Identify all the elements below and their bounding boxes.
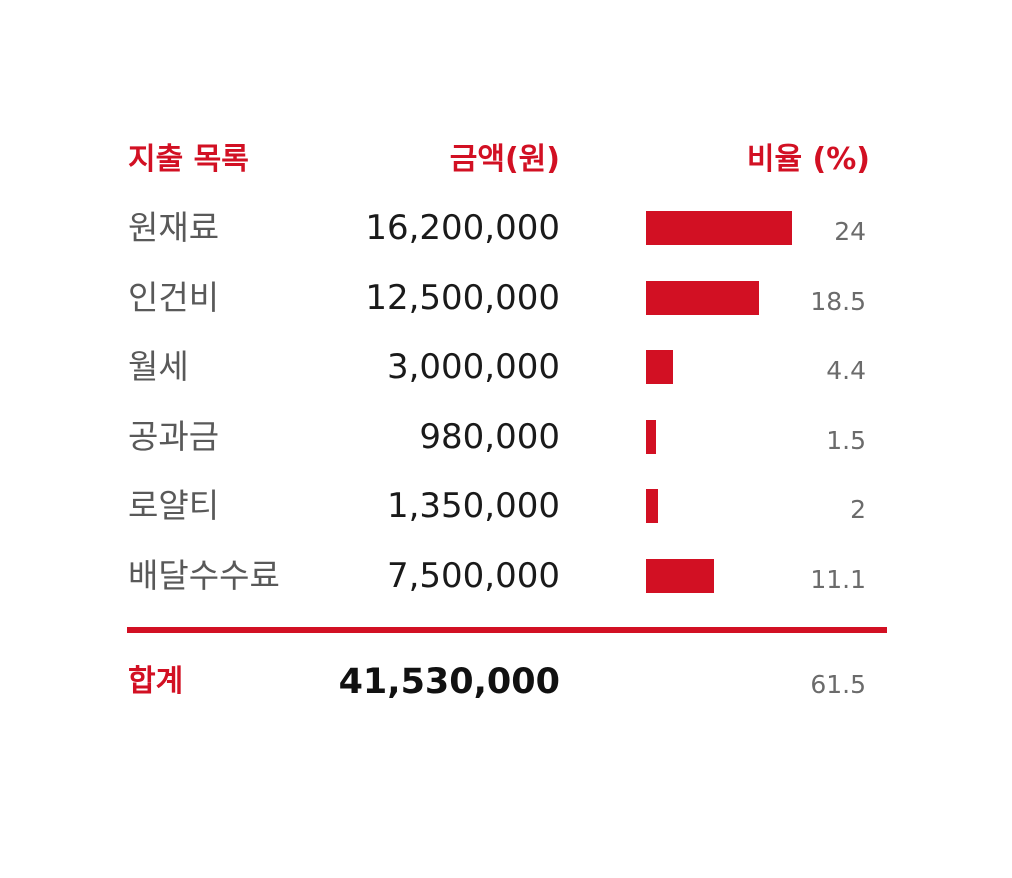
total-percent: 61.5: [810, 670, 866, 699]
total-label: 합계: [128, 664, 184, 699]
row-percent: 4.4: [826, 356, 866, 385]
row-amount: 12,500,000: [365, 277, 560, 318]
total-divider: [127, 627, 887, 633]
ratio-bar: [646, 280, 759, 315]
row-category: 로얄티: [128, 486, 220, 525]
table-row: 원재료 16,200,000 24: [0, 203, 1012, 253]
header-amount: 금액(원): [449, 142, 560, 177]
ratio-bar: [646, 350, 673, 384]
row-category: 배달수수료: [128, 555, 280, 595]
row-amount: 980,000: [419, 416, 560, 457]
row-category: 인건비: [128, 277, 220, 317]
header-ratio: 비율 (%): [746, 142, 870, 177]
row-category: 원재료: [128, 208, 220, 247]
row-amount: 16,200,000: [365, 208, 560, 248]
row-percent: 2: [850, 495, 866, 524]
table-row: 공과금 980,000 1.5: [0, 412, 1012, 462]
total-amount: 41,530,000: [338, 662, 560, 702]
row-category: 월세: [128, 347, 189, 386]
row-percent: 24: [834, 217, 866, 246]
row-amount: 3,000,000: [386, 347, 560, 387]
ratio-bar: [646, 419, 656, 454]
ratio-bar: [646, 211, 793, 245]
row-category: 공과금: [128, 416, 220, 456]
table-row: 로얄티 1,350,000 2: [0, 481, 1012, 531]
table-row: 월세 3,000,000 4.4: [0, 342, 1012, 392]
header-category: 지출 목록: [128, 142, 249, 177]
table-row: 인건비 12,500,000 18.5: [0, 273, 1012, 323]
row-percent: 1.5: [826, 425, 866, 455]
table-row: 배달수수료 7,500,000 11.1: [0, 551, 1012, 601]
row-percent: 18.5: [810, 286, 866, 316]
row-amount: 7,500,000: [386, 555, 560, 596]
row-amount: 1,350,000: [386, 486, 560, 526]
ratio-bar: [646, 489, 659, 523]
ratio-bar: [646, 558, 714, 593]
row-percent: 11.1: [810, 564, 866, 594]
